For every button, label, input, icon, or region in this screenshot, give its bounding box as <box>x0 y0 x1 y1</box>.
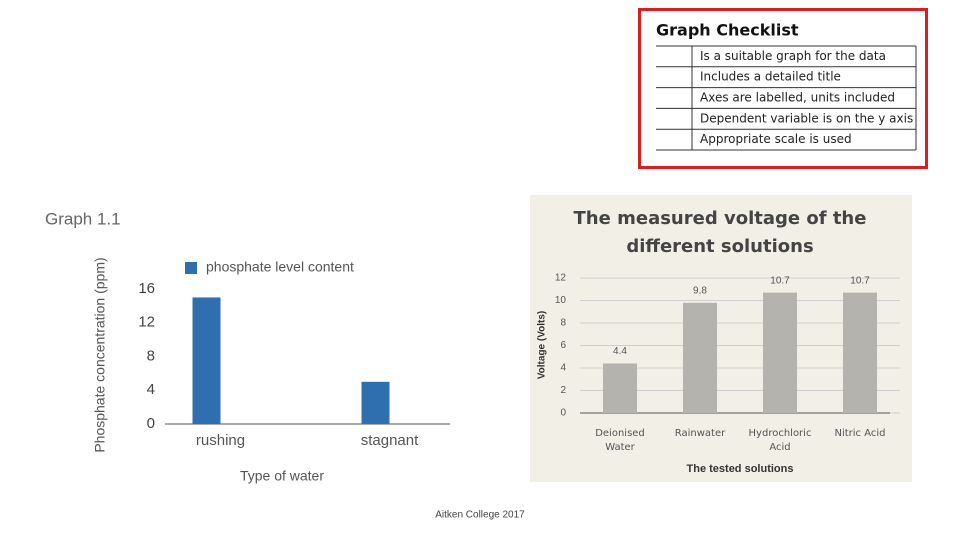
y-tick-label: 12 <box>138 314 155 331</box>
checklist-item: Appropriate scale is used <box>700 132 852 146</box>
y-tick-label: 10 <box>555 295 567 306</box>
chart-title: The measured voltage of the different so… <box>573 208 867 257</box>
y-tick-label: 2 <box>560 385 566 396</box>
y-tick-label: 4 <box>147 381 155 398</box>
y-tick-label: 12 <box>555 273 567 284</box>
bar <box>683 302 717 413</box>
x-tick-label: Deionised Water <box>595 428 645 453</box>
x-axis-label: Type of water <box>240 468 324 484</box>
x-tick-label: rushing <box>196 432 245 449</box>
bar <box>843 292 877 413</box>
y-tick-label: 6 <box>560 340 566 351</box>
value-label: 10.7 <box>770 275 790 286</box>
checklist-item: Dependent variable is on the y axis <box>700 111 913 125</box>
y-tick-label: 8 <box>147 347 155 364</box>
legend-label: phosphate level content <box>206 259 354 275</box>
x-tick-label: Hydrochloric Acid <box>748 428 812 453</box>
footer: Aitken College 2017 <box>435 510 525 521</box>
value-label: 4.4 <box>613 346 627 357</box>
y-tick-label: 4 <box>560 363 566 374</box>
bar <box>603 363 637 413</box>
value-label: 9.8 <box>693 285 707 296</box>
x-tick-label: stagnant <box>361 432 419 449</box>
value-label: 10.7 <box>850 275 870 286</box>
bar <box>192 297 221 424</box>
checklist-item: Includes a detailed title <box>700 70 841 84</box>
checklist-item: Is a suitable graph for the data <box>700 49 886 63</box>
y-tick-label: 16 <box>138 280 155 297</box>
chart-title: Graph 1.1 <box>45 209 121 228</box>
y-axis-label: Phosphate concentration (ppm) <box>92 257 108 452</box>
bar <box>361 381 390 424</box>
x-axis-label: The tested solutions <box>687 463 794 475</box>
y-tick-label: 8 <box>560 318 566 329</box>
y-tick-label: 0 <box>560 408 566 419</box>
legend-swatch <box>185 262 197 274</box>
y-tick-label: 0 <box>147 415 155 432</box>
checklist-item: Axes are labelled, units included <box>700 91 895 105</box>
checklist-title: Graph Checklist <box>656 21 799 40</box>
checklist-frame <box>638 8 928 169</box>
x-tick-label: Rainwater <box>674 428 726 439</box>
bar <box>763 292 797 413</box>
y-axis-label: Voltage (Volts) <box>537 311 548 380</box>
x-tick-label: Nitric Acid <box>834 428 886 439</box>
